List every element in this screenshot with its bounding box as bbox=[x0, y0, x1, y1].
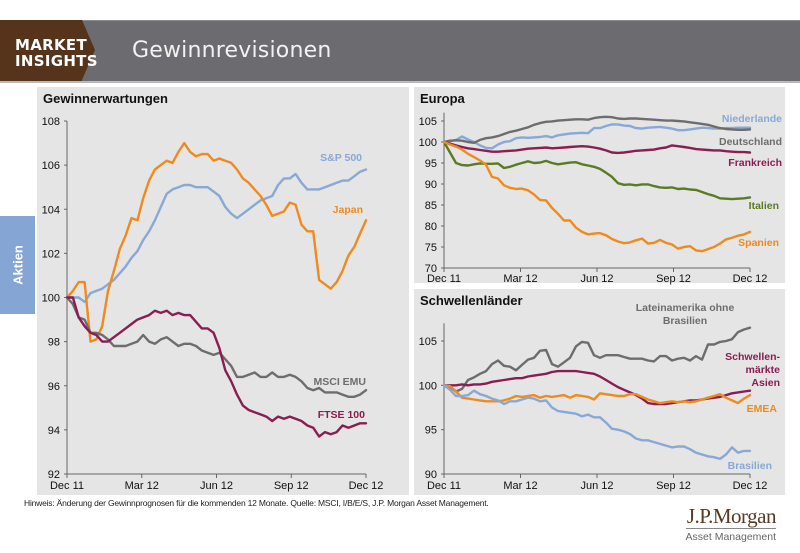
y-tick-label: 75 bbox=[425, 242, 437, 254]
logo-sub: Asset Management bbox=[685, 531, 776, 543]
x-tick-label: Sep 12 bbox=[274, 480, 309, 492]
x-tick-label: Mar 12 bbox=[503, 273, 537, 285]
y-tick-label: 90 bbox=[425, 179, 437, 191]
series-line-msci-emu bbox=[65, 296, 368, 398]
series-label-emea: EMEA bbox=[747, 403, 778, 415]
series-label-lateinamerika-ohne-brasilien: Lateinamerika ohne Brasilien bbox=[636, 302, 735, 327]
x-tick-label: Mar 12 bbox=[125, 480, 159, 492]
series-label-frankreich: Frankreich bbox=[728, 157, 782, 169]
chart-gewinnerwartungen: 92 94 96 98 100 102 104 106 108 Dec 11 Mar 12 Jun 1… bbox=[42, 116, 384, 492]
chart-europa: 70 75 80 85 90 95 100 105 Dec 11 Mar 12 Jun 12 Sep … bbox=[419, 112, 782, 285]
x-tick-label: Dec 11 bbox=[427, 480, 461, 492]
jpmorgan-logo: J.P.Morgan Asset Management bbox=[685, 504, 777, 543]
series-line-niederlande bbox=[442, 123, 752, 150]
series-line-deutschland bbox=[442, 115, 752, 145]
brand-line-1: MARKET bbox=[15, 36, 87, 54]
y-tick-label: 105 bbox=[419, 116, 437, 128]
series-line-italien bbox=[442, 140, 752, 201]
page-title: Gewinnrevisionen bbox=[132, 38, 332, 63]
series-label-niederlande: Niederlande bbox=[722, 113, 782, 125]
y-tick-label: 105 bbox=[419, 336, 437, 348]
series-line-japan bbox=[65, 141, 368, 343]
x-tick-label: Dec 12 bbox=[733, 480, 768, 492]
y-tick-label: 90 bbox=[425, 469, 437, 481]
y-tick-label: 95 bbox=[425, 158, 437, 170]
y-tick-label: 104 bbox=[42, 204, 60, 216]
x-tick-label: Dec 12 bbox=[349, 480, 384, 492]
y-tick-label: 100 bbox=[419, 137, 437, 149]
x-tick-label: Jun 12 bbox=[200, 480, 233, 492]
x-tick-label: Jun 12 bbox=[580, 273, 613, 285]
series-label-msci-emu: MSCI EMU bbox=[314, 376, 367, 388]
series-label-deutschland: Deutschland bbox=[719, 136, 782, 148]
logo-main: J.P.Morgan bbox=[685, 504, 777, 529]
series-line-frankreich bbox=[442, 140, 752, 155]
y-tick-label: 106 bbox=[42, 160, 60, 172]
series-label-s-p-500: S&P 500 bbox=[320, 152, 362, 164]
series-line-s-p-500 bbox=[65, 168, 368, 304]
series-line-lateinamerika-ohne-brasilien bbox=[442, 326, 752, 393]
series-line-brasilien bbox=[442, 384, 752, 461]
series-label-japan: Japan bbox=[333, 204, 363, 216]
y-tick-label: 98 bbox=[48, 337, 60, 349]
series-label-ftse-100: FTSE 100 bbox=[318, 409, 365, 421]
y-tick-label: 100 bbox=[42, 293, 60, 305]
series-line-spanien bbox=[442, 140, 752, 253]
y-tick-label: 94 bbox=[48, 425, 60, 437]
source-footnote: Hinweis: Änderung der Gewinnprognosen fü… bbox=[24, 498, 489, 508]
brand-block bbox=[0, 20, 82, 81]
y-tick-label: 96 bbox=[48, 381, 60, 393]
y-tick-label: 70 bbox=[425, 263, 437, 275]
series-label-italien: Italien bbox=[749, 200, 779, 212]
section-tab-aktien[interactable]: Aktien bbox=[0, 216, 35, 314]
chart-title: Schwellenländer bbox=[420, 293, 523, 308]
series-line-emea bbox=[442, 384, 752, 405]
x-tick-label: Dec 11 bbox=[50, 480, 84, 492]
chart-title: Europa bbox=[420, 91, 465, 106]
chart-schwellenlaender: 90 95 100 105 Dec 11 Mar 12 Jun 12 Sep 12 Dec 12… bbox=[419, 302, 781, 492]
x-tick-label: Mar 12 bbox=[503, 480, 537, 492]
x-tick-label: Jun 12 bbox=[580, 480, 613, 492]
chart-panel-europa: Europa bbox=[414, 87, 785, 283]
brand-arrow bbox=[82, 20, 95, 80]
brand-line-2: INSIGHTS bbox=[15, 52, 98, 70]
y-tick-label: 102 bbox=[42, 248, 60, 260]
chart-title: Gewinnerwartungen bbox=[43, 91, 168, 106]
header-bar bbox=[0, 20, 800, 83]
y-tick-label: 108 bbox=[42, 116, 60, 128]
y-tick-label: 95 bbox=[425, 425, 437, 437]
x-tick-label: Dec 12 bbox=[733, 273, 768, 285]
x-tick-label: Sep 12 bbox=[656, 273, 691, 285]
series-label-schwellenmärkte-asien: Schwellen-märkte Asien bbox=[725, 351, 780, 389]
x-tick-label: Sep 12 bbox=[656, 480, 691, 492]
series-label-brasilien: Brasilien bbox=[728, 460, 772, 472]
y-tick-label: 92 bbox=[48, 469, 60, 481]
brand-logo: MARKET INSIGHTS bbox=[15, 37, 98, 69]
y-tick-label: 80 bbox=[425, 221, 437, 233]
series-label-spanien: Spanien bbox=[738, 237, 779, 249]
y-tick-label: 100 bbox=[419, 380, 437, 392]
series-line-ftse-100 bbox=[65, 296, 368, 438]
x-tick-label: Dec 11 bbox=[427, 273, 461, 285]
y-tick-label: 85 bbox=[425, 200, 437, 212]
